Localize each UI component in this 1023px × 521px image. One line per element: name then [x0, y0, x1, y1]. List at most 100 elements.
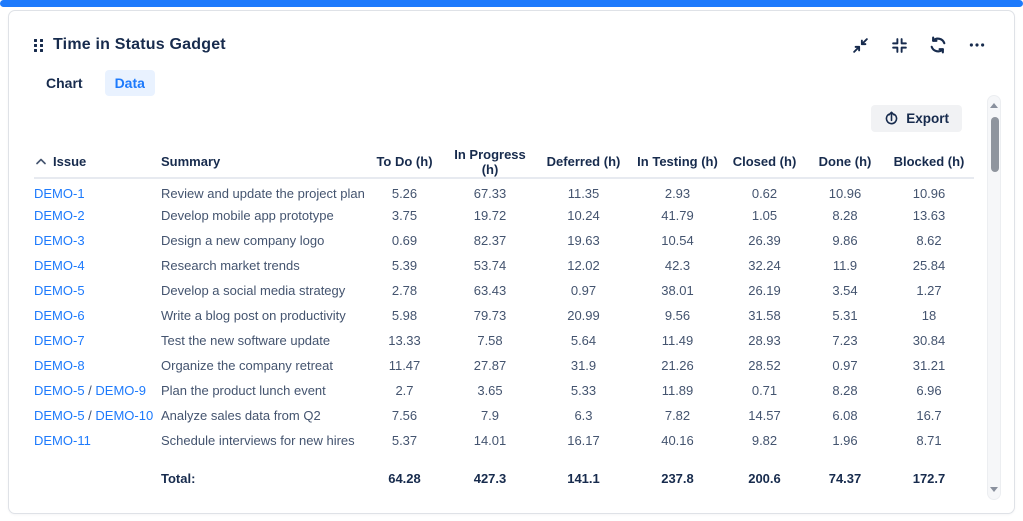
scrollbar-thumb[interactable] — [991, 117, 999, 172]
summary-cell: Analyze sales data from Q2 — [161, 408, 321, 423]
issue-link[interactable]: DEMO-4 — [34, 258, 85, 273]
value-cell: 26.39 — [748, 233, 781, 248]
gadget-accent-bar — [0, 0, 1023, 7]
value-cell: 41.79 — [661, 208, 694, 223]
vertical-scrollbar[interactable] — [987, 95, 1001, 500]
column-header-label: Issue — [53, 154, 87, 169]
export-button[interactable]: Export — [871, 105, 962, 132]
value-cell: 31.58 — [748, 308, 781, 323]
value-cell: 5.37 — [391, 433, 418, 448]
summary-cell: Develop mobile app prototype — [161, 208, 334, 223]
issue-link[interactable]: DEMO-5 — [34, 383, 85, 398]
value-cell: 0.71 — [751, 383, 778, 398]
issue-separator: / — [84, 383, 96, 398]
table-row: DEMO-11 Schedule interviews for new hire… — [34, 428, 974, 453]
value-cell: 12.02 — [567, 258, 600, 273]
summary-cell: Develop a social media strategy — [161, 283, 346, 298]
summary-cell: Research market trends — [161, 258, 300, 273]
value-cell: 26.19 — [748, 283, 781, 298]
more-button[interactable] — [966, 34, 988, 56]
value-cell: 0.69 — [391, 233, 418, 248]
issue-link[interactable]: DEMO-5 — [34, 408, 85, 423]
column-header-done[interactable]: Done (h) — [806, 146, 884, 179]
tab-data[interactable]: Data — [104, 70, 155, 96]
issue-cell: DEMO-8 — [34, 353, 157, 378]
page-title: Time in Status Gadget — [53, 36, 226, 53]
compress-button[interactable] — [888, 34, 910, 56]
summary-cell: Design a new company logo — [161, 233, 325, 248]
value-cell: 53.74 — [473, 258, 507, 273]
table-row: DEMO-5 / DEMO-9 Plan the product lunch e… — [34, 378, 974, 403]
issue-cell: DEMO-7 — [34, 328, 157, 353]
value-cell: 14.01 — [473, 433, 507, 448]
value-cell: 2.78 — [391, 283, 418, 298]
corner-brackets-icon — [891, 37, 907, 53]
value-cell: 5.31 — [832, 308, 858, 323]
value-cell: 3.54 — [832, 283, 858, 298]
value-cell: 20.99 — [567, 308, 600, 323]
value-cell: 0.97 — [832, 358, 858, 373]
value-cell: 8.71 — [916, 433, 942, 448]
value-cell: 67.33 — [473, 186, 507, 201]
data-table-container: Issue Summary To Do (h) In Progress (h) … — [34, 146, 974, 492]
table-row: DEMO-2 Develop mobile app prototype 3.75… — [34, 203, 974, 228]
total-label: Total: — [161, 471, 196, 486]
value-cell: 30.84 — [912, 333, 946, 348]
value-cell: 27.87 — [473, 358, 507, 373]
issue-link[interactable]: DEMO-9 — [95, 383, 146, 398]
column-header-todo[interactable]: To Do (h) — [364, 146, 445, 179]
column-header-issue[interactable]: Issue — [34, 146, 157, 179]
issue-cell: DEMO-2 — [34, 203, 157, 228]
column-header-closed[interactable]: Closed (h) — [723, 146, 806, 179]
value-cell: 5.33 — [570, 383, 597, 398]
issue-link[interactable]: DEMO-10 — [95, 408, 154, 423]
value-cell: 9.82 — [751, 433, 778, 448]
column-header-summary[interactable]: Summary — [157, 146, 364, 179]
issue-link[interactable]: DEMO-6 — [34, 308, 85, 323]
issue-link[interactable]: DEMO-2 — [34, 208, 85, 223]
value-cell: 6.08 — [832, 408, 858, 423]
value-cell: 5.39 — [391, 258, 418, 273]
value-cell: 28.52 — [748, 358, 781, 373]
value-cell: 11.35 — [567, 186, 600, 201]
table-row: DEMO-4 Research market trends 5.39 53.74 1… — [34, 253, 974, 278]
column-header-blocked[interactable]: Blocked (h) — [884, 146, 974, 179]
issue-link[interactable]: DEMO-1 — [34, 186, 85, 201]
column-header-deferred[interactable]: Deferred (h) — [535, 146, 632, 179]
sort-ascending-icon — [36, 153, 46, 168]
view-tabs: Chart Data — [36, 70, 1014, 96]
issue-link[interactable]: DEMO-7 — [34, 333, 85, 348]
value-cell: 1.96 — [832, 433, 858, 448]
issue-link[interactable]: DEMO-8 — [34, 358, 85, 373]
issue-cell: DEMO-11 — [34, 428, 157, 453]
drag-handle-icon[interactable] — [34, 38, 43, 52]
value-cell: 3.75 — [391, 208, 418, 223]
value-cell: 16.7 — [916, 408, 942, 423]
value-cell: 7.58 — [477, 333, 503, 348]
value-cell: 19.63 — [567, 233, 600, 248]
value-cell: 1.05 — [751, 208, 778, 223]
table-row: DEMO-5 / DEMO-10 Analyze sales data from… — [34, 403, 974, 428]
shrink-button[interactable] — [849, 34, 871, 56]
column-header-inprogress[interactable]: In Progress (h) — [445, 146, 535, 179]
value-cell: 31.21 — [912, 358, 946, 373]
value-cell: 2.93 — [664, 186, 691, 201]
value-cell: 10.96 — [912, 186, 946, 201]
issue-link[interactable]: DEMO-11 — [34, 433, 91, 448]
issue-link[interactable]: DEMO-3 — [34, 233, 85, 248]
tab-chart[interactable]: Chart — [36, 70, 93, 96]
refresh-icon — [930, 36, 946, 54]
summary-cell: Test the new software update — [161, 333, 331, 348]
value-cell: 2.7 — [395, 383, 414, 398]
table-row: DEMO-8 Organize the company retreat 11.4… — [34, 353, 974, 378]
value-cell: 1.27 — [916, 283, 942, 298]
value-cell: 38.01 — [661, 283, 694, 298]
value-cell: 7.9 — [480, 408, 500, 423]
refresh-button[interactable] — [927, 34, 949, 56]
total-row: Total: 64.28 427.3 141.1 237.8 200.6 74.… — [34, 465, 974, 492]
column-header-intesting[interactable]: In Testing (h) — [632, 146, 723, 179]
value-cell: 14.57 — [748, 408, 781, 423]
issue-link[interactable]: DEMO-5 — [34, 283, 85, 298]
value-cell: 28.93 — [748, 333, 781, 348]
value-cell: 6.3 — [574, 408, 593, 423]
